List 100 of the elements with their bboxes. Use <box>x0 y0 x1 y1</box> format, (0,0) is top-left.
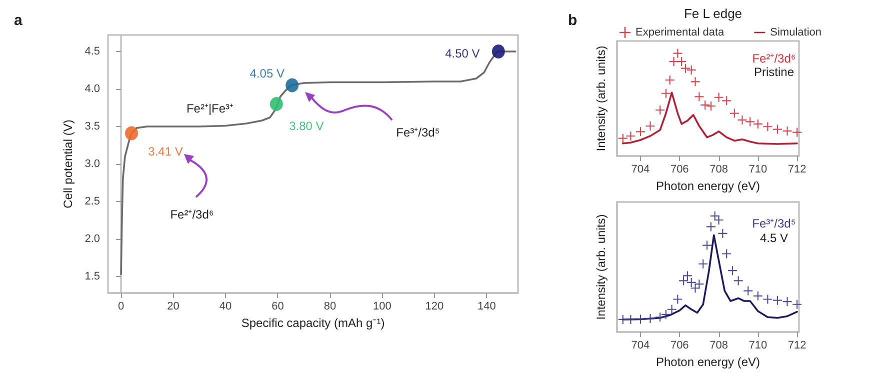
point <box>746 117 755 126</box>
point <box>679 276 688 286</box>
x-tick-label: 704 <box>631 340 650 352</box>
x-tick-label: 60 <box>272 300 284 312</box>
x-tick-label: 712 <box>788 164 806 176</box>
x-tick-label: 140 <box>477 300 496 312</box>
y-tick-label: 3.0 <box>84 158 100 170</box>
annotation: Fe²⁺/3d⁶ <box>170 206 214 222</box>
point <box>286 78 299 92</box>
x-tick-label: 100 <box>373 300 392 312</box>
point <box>686 65 696 74</box>
point <box>714 215 724 224</box>
point <box>738 115 747 124</box>
point <box>686 278 696 287</box>
x-tick-label: 708 <box>710 164 728 176</box>
x-tick-label: 120 <box>425 300 444 312</box>
point <box>673 48 682 58</box>
point <box>730 108 739 118</box>
text: b <box>568 12 578 29</box>
x-tick-label: 706 <box>670 340 689 352</box>
y-tick-label: 2.5 <box>84 196 100 208</box>
point <box>636 127 645 136</box>
point <box>270 97 283 111</box>
point <box>734 276 743 286</box>
point <box>763 294 772 304</box>
data-label: 4.05 V <box>250 66 284 80</box>
x-axis-title: Specific capacity (mAh g⁻¹) <box>241 316 385 330</box>
point <box>125 126 138 140</box>
text: a <box>14 12 22 29</box>
point <box>665 76 674 85</box>
x-tick-label: 706 <box>670 164 689 176</box>
legend-label: Simulation <box>770 26 822 38</box>
point <box>753 291 762 300</box>
y-tick-label: 4.0 <box>84 83 100 95</box>
point <box>698 259 708 268</box>
point <box>626 131 636 140</box>
point <box>677 57 686 66</box>
y-axis-title: Intensity (arb. units) <box>594 214 608 320</box>
annotation: 4.5 V <box>760 231 788 245</box>
point <box>646 314 655 324</box>
point <box>772 296 782 305</box>
annotation: Fe³⁺/3d⁵ <box>396 124 440 140</box>
annotation: Pristine <box>754 65 794 79</box>
point <box>792 300 802 309</box>
point <box>728 266 737 276</box>
x-tick-label: 20 <box>167 300 180 312</box>
point <box>690 77 700 86</box>
point <box>792 128 802 137</box>
x-tick-label: 710 <box>748 164 768 176</box>
point <box>636 314 645 324</box>
point <box>694 92 704 102</box>
y-axis-title: Cell potential (V) <box>60 120 75 208</box>
y-tick-label: 4.5 <box>84 46 100 58</box>
data-label: 3.80 V <box>289 119 324 133</box>
data-label: 4.50 V <box>445 46 480 60</box>
annotation: Fe²⁺/3d⁶ <box>752 50 796 66</box>
x-tick-label: 40 <box>219 300 232 312</box>
point <box>772 124 782 134</box>
annotation: Fe³⁺/3d⁵ <box>752 216 796 232</box>
x-tick-label: 0 <box>118 300 124 312</box>
annotation: Fe²⁺|Fe³⁺ <box>186 100 234 116</box>
point <box>782 126 792 136</box>
y-tick-label: 1.5 <box>84 270 100 282</box>
point <box>618 134 628 143</box>
data-label: 3.41 V <box>148 144 183 158</box>
point <box>673 294 682 304</box>
x-tick-label: 708 <box>710 340 728 352</box>
x-axis-title: Photon energy (eV) <box>656 355 760 369</box>
chart-title: Fe L edge <box>684 6 742 21</box>
point <box>626 314 636 324</box>
x-tick-label: 80 <box>324 300 336 312</box>
point <box>669 57 678 66</box>
y-axis-title: Intensity (arb. units) <box>594 46 608 152</box>
x-axis-title: Photon energy (eV) <box>656 179 760 193</box>
point <box>702 240 712 250</box>
point <box>706 101 716 110</box>
point <box>661 310 670 319</box>
point <box>782 297 792 306</box>
point <box>680 64 690 73</box>
legend-label: Experimental data <box>635 26 726 38</box>
point <box>656 106 665 114</box>
point <box>718 228 728 238</box>
x-tick-label: 712 <box>788 340 806 352</box>
point <box>763 122 772 132</box>
point <box>661 88 670 98</box>
point <box>492 44 505 58</box>
point <box>694 280 704 289</box>
x-tick-label: 710 <box>748 340 768 352</box>
point <box>656 312 665 322</box>
point <box>646 122 655 131</box>
x-tick-label: 704 <box>631 164 650 176</box>
point <box>722 249 732 258</box>
y-tick-label: 3.5 <box>84 120 100 132</box>
point <box>700 100 710 110</box>
point <box>722 96 732 106</box>
point <box>667 304 676 314</box>
point <box>714 92 724 102</box>
point <box>753 119 762 128</box>
y-tick-label: 2.0 <box>84 233 100 245</box>
point <box>706 222 716 232</box>
